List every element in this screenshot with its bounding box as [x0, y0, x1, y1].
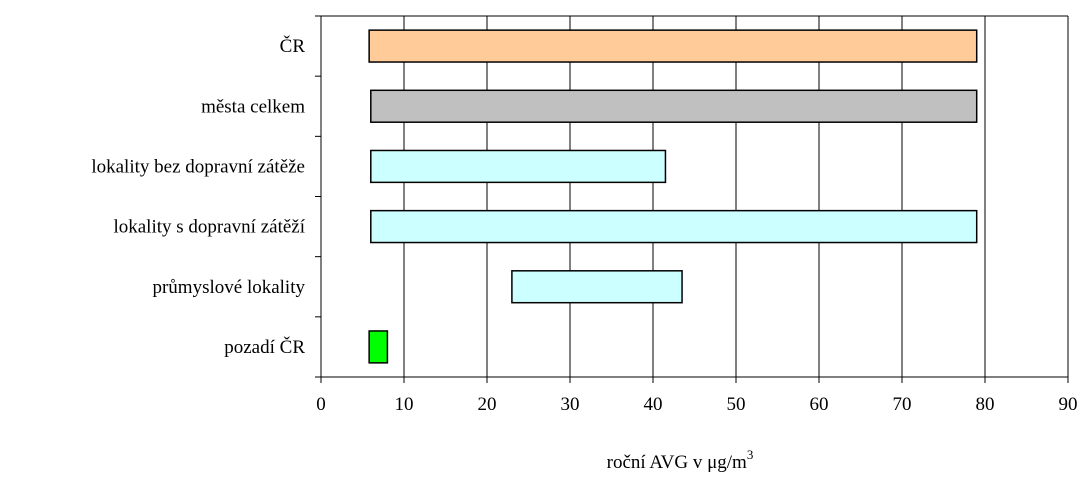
- tick-label-x-0: 0: [316, 394, 326, 415]
- bar-4: [511, 270, 683, 304]
- category-label-1: města celkem: [201, 96, 305, 117]
- bar-3: [370, 209, 978, 244]
- category-label-2: lokality bez dopravní zátěže: [91, 156, 305, 177]
- tick-label-x-40: 40: [644, 394, 663, 415]
- tick-label-x-10: 10: [395, 394, 414, 415]
- tick-label-x-50: 50: [727, 394, 746, 415]
- x-axis-title-text: roční AVG v μg/m: [607, 452, 747, 473]
- x-axis-title: roční AVG v μg/m3: [607, 447, 754, 473]
- category-label-4: průmyslové lokality: [152, 277, 305, 298]
- bar-0: [368, 29, 978, 63]
- bar-5: [368, 330, 389, 364]
- tick-label-x-70: 70: [893, 394, 912, 415]
- tick-label-x-80: 80: [976, 394, 995, 415]
- tick-label-x-90: 90: [1059, 394, 1078, 415]
- tick-label-x-20: 20: [478, 394, 497, 415]
- grid: [403, 16, 1069, 377]
- labels: 0 10 20 30 40 50 60 70 80 90 ČR města celkem lokalit…: [91, 35, 1077, 415]
- bar-1: [370, 89, 978, 123]
- axes: [315, 15, 1069, 383]
- bars: [368, 29, 978, 364]
- x-axis-title-superscript: 3: [747, 447, 754, 462]
- bar-2: [370, 149, 667, 184]
- tick-label-x-60: 60: [810, 394, 829, 415]
- category-label-3: lokality s dopravní zátěží: [113, 217, 305, 238]
- tick-label-x-30: 30: [561, 394, 580, 415]
- category-label-5: pozadí ČR: [224, 336, 305, 358]
- category-label-0: ČR: [280, 35, 306, 57]
